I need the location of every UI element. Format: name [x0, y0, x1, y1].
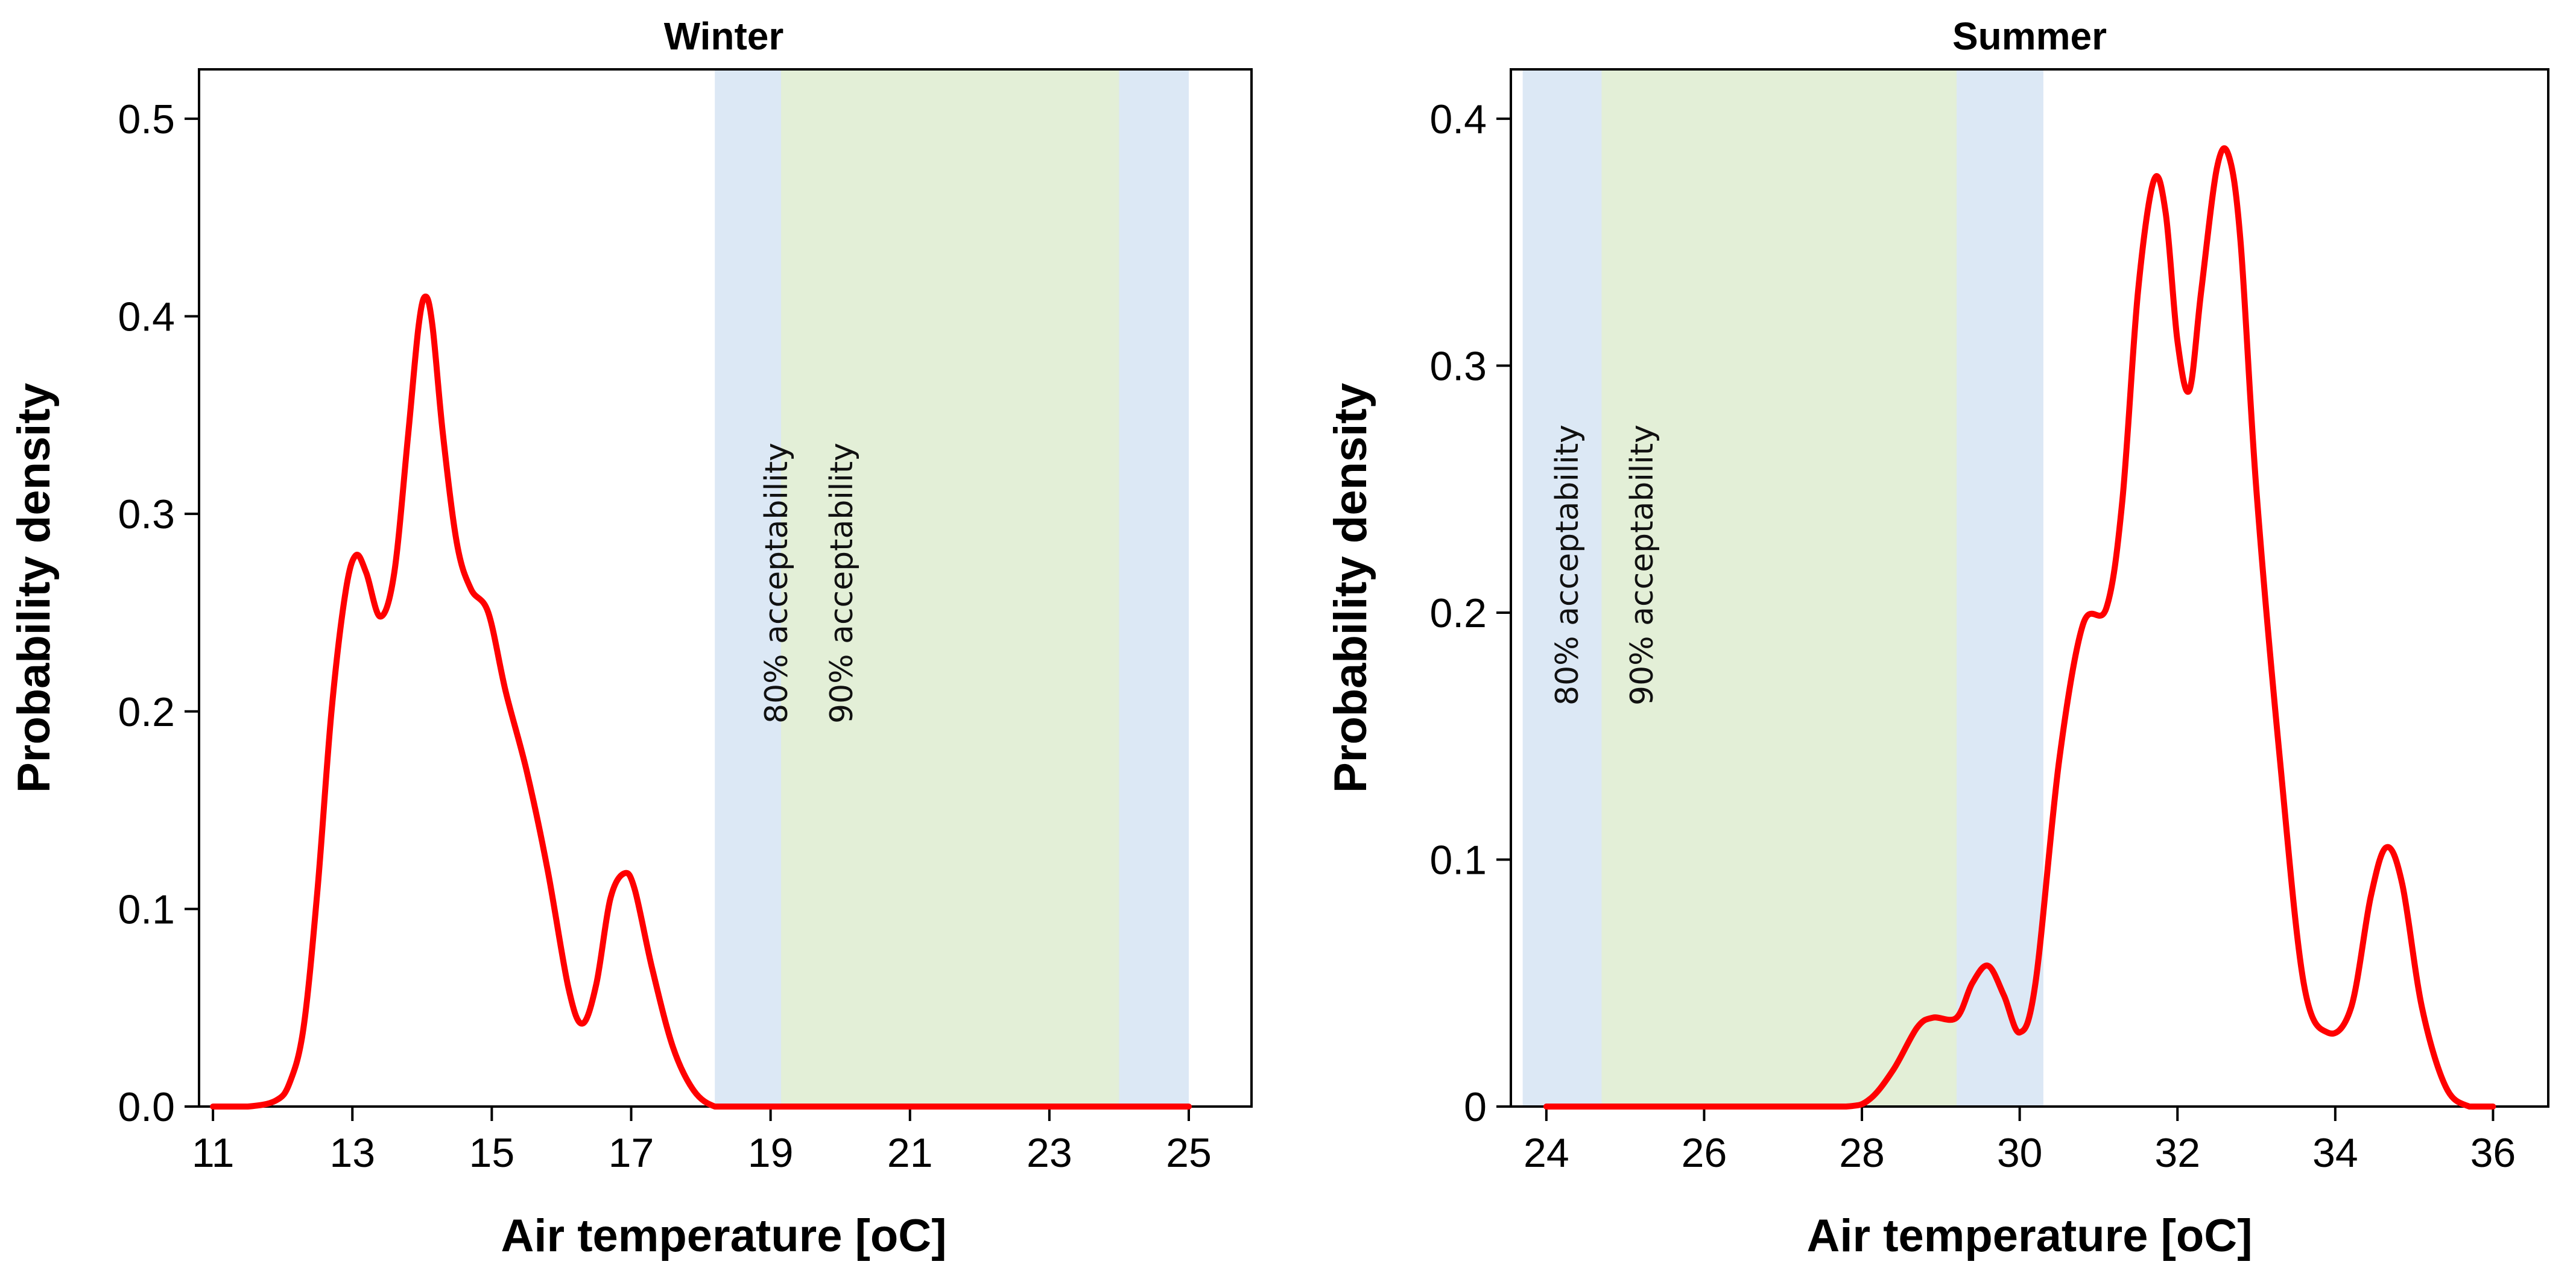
summer-y-tick-label-2: 0.2 [1429, 590, 1487, 636]
winter-band-labels: 80% acceptability 90% acceptability [759, 443, 860, 724]
summer-x-axis-label: Air temperature [oC] [1807, 1210, 2253, 1262]
winter-x-tick-label-13: 13 [329, 1130, 375, 1176]
summer-x-tick-label-28: 28 [1839, 1130, 1885, 1176]
summer-density-line [1543, 145, 2496, 1110]
winter-x-tick-label-23: 23 [1027, 1130, 1072, 1176]
summer-x-tick-label-34: 34 [2312, 1130, 2358, 1176]
winter-x-tick-label-15: 15 [469, 1130, 515, 1176]
summer-band-labels: 80% acceptability 90% acceptability [1549, 425, 1660, 706]
winter-x-tick-label-25: 25 [1166, 1130, 1212, 1176]
winter-x-tick-label-21: 21 [887, 1130, 933, 1176]
winter-y-tick-label-4: 0.4 [118, 294, 175, 340]
summer-band-label-90: 90% acceptability [1624, 425, 1660, 706]
summer-chart-title: Summer [1952, 14, 2107, 58]
winter-band-90 [780, 69, 1119, 1107]
summer-series-group [1543, 145, 2496, 1110]
winter-y-tick-label-5: 0.5 [118, 96, 175, 142]
summer-y-tick-label-1: 0.1 [1429, 837, 1487, 883]
winter-panel: 11 13 15 17 19 21 23 25 0.0 0.1 0.2 0.3 0.4 0.5 80% … [8, 14, 1253, 1262]
winter-x-axis: 11 13 15 17 19 21 23 25 [192, 1107, 1212, 1176]
winter-x-tick-label-17: 17 [609, 1130, 654, 1176]
summer-y-tick-label-4: 0.4 [1429, 96, 1487, 142]
winter-y-axis: 0.0 0.1 0.2 0.3 0.4 0.5 [118, 96, 199, 1130]
winter-acceptability-bands [715, 69, 1189, 1107]
summer-y-tick-label-0: 0 [1464, 1084, 1487, 1130]
summer-x-tick-label-36: 36 [2470, 1130, 2516, 1176]
winter-band-label-90: 90% acceptability [824, 443, 860, 724]
summer-x-tick-label-30: 30 [1997, 1130, 2043, 1176]
summer-x-axis: 24 26 28 30 32 34 36 [1524, 1107, 2516, 1176]
summer-band-90 [1601, 69, 1957, 1107]
winter-x-axis-label: Air temperature [oC] [501, 1210, 947, 1262]
winter-y-axis-label: Probability density [8, 383, 60, 793]
winter-band-label-80: 80% acceptability [759, 443, 795, 724]
summer-x-axis-label-text: Air temperature [oC] [1807, 1210, 2253, 1262]
winter-y-tick-label-3: 0.3 [118, 491, 175, 537]
winter-y-tick-label-0: 0.0 [118, 1084, 175, 1130]
winter-x-tick-label-11: 11 [192, 1130, 235, 1176]
summer-x-tick-label-32: 32 [2154, 1130, 2200, 1176]
summer-x-tick-label-26: 26 [1682, 1130, 1727, 1176]
winter-x-tick-label-19: 19 [748, 1130, 794, 1176]
winter-y-tick-label-1: 0.1 [118, 886, 175, 932]
winter-chart-title: Winter [664, 14, 784, 58]
summer-x-tick-label-24: 24 [1524, 1130, 1569, 1176]
summer-y-tick-label-3: 0.3 [1429, 343, 1487, 389]
summer-plot-frame [1510, 68, 2549, 1108]
summer-panel: 24 26 28 30 32 34 36 0 0.1 0.2 0.3 0.4 80% accepta… [1325, 14, 2549, 1262]
summer-band-label-80: 80% acceptability [1549, 425, 1586, 706]
winter-series-group [210, 293, 1192, 1110]
winter-density-line [210, 293, 1192, 1110]
summer-y-axis: 0 0.1 0.2 0.3 0.4 [1429, 96, 1511, 1130]
winter-x-axis-label-text: Air temperature [oC] [501, 1210, 947, 1262]
winter-y-tick-label-2: 0.2 [118, 689, 175, 735]
summer-acceptability-bands [1522, 69, 2043, 1107]
summer-y-axis-label: Probability density [1325, 383, 1376, 793]
